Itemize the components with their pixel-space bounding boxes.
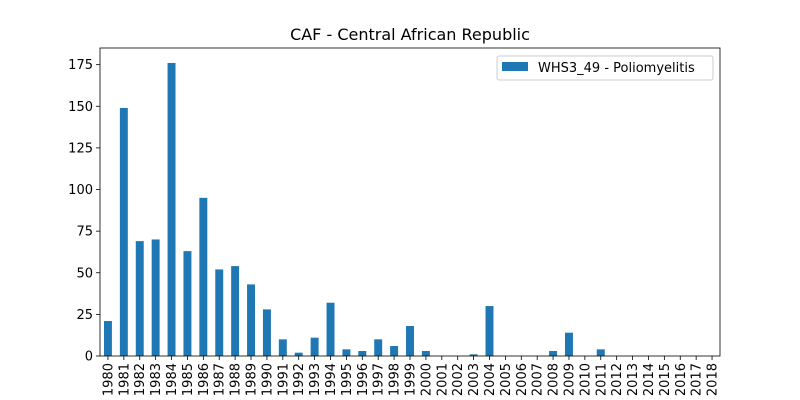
bar-1980 bbox=[103, 321, 112, 356]
x-tick-label: 2017 bbox=[690, 363, 705, 396]
y-tick-label: 175 bbox=[68, 58, 93, 73]
y-tick-label: 25 bbox=[76, 308, 93, 323]
x-tick-label: 2007 bbox=[531, 363, 546, 396]
x-tick-label: 1995 bbox=[340, 363, 355, 396]
x-tick-label: 1981 bbox=[117, 363, 132, 396]
x-tick-label: 1985 bbox=[181, 363, 196, 396]
x-tick-label: 2001 bbox=[435, 363, 450, 396]
x-tick-label: 1992 bbox=[292, 363, 307, 396]
x-tick-label: 2000 bbox=[419, 363, 434, 396]
x-tick-label: 2010 bbox=[578, 363, 593, 396]
x-tick-label: 1986 bbox=[197, 363, 212, 396]
legend: WHS3_49 - Poliomyelitis bbox=[496, 55, 714, 81]
x-tick-label: 2004 bbox=[483, 363, 498, 396]
legend-swatch bbox=[502, 62, 528, 71]
legend-box bbox=[496, 55, 714, 81]
x-tick-label: 1991 bbox=[276, 363, 291, 396]
x-tick-label: 2008 bbox=[547, 363, 562, 396]
x-tick-label: 2005 bbox=[499, 363, 514, 396]
x-tick-label: 2002 bbox=[451, 363, 466, 396]
x-tick-label: 2018 bbox=[706, 363, 721, 396]
x-tick-label: 1994 bbox=[324, 363, 339, 396]
y-tick-label: 150 bbox=[68, 100, 93, 115]
bar-1984 bbox=[167, 62, 176, 356]
bar-2011 bbox=[596, 349, 605, 356]
x-tick-label: 1989 bbox=[245, 363, 260, 396]
bar-2008 bbox=[549, 351, 558, 356]
bar-1990 bbox=[262, 309, 271, 356]
bars-group bbox=[103, 62, 605, 356]
x-tick-label: 1990 bbox=[260, 363, 275, 396]
bar-1991 bbox=[278, 339, 287, 356]
x-tick-label: 1997 bbox=[372, 363, 387, 396]
bar-1997 bbox=[374, 339, 383, 356]
bar-1996 bbox=[358, 351, 367, 356]
x-tick-label: 1998 bbox=[388, 363, 403, 396]
x-tick-label: 2016 bbox=[674, 363, 689, 396]
y-tick-label: 50 bbox=[76, 266, 93, 281]
x-tick-label: 1987 bbox=[213, 363, 228, 396]
bar-1988 bbox=[231, 266, 240, 356]
x-tick-label: 2009 bbox=[562, 363, 577, 396]
x-tick-label: 2012 bbox=[610, 363, 625, 396]
y-tick-label: 125 bbox=[68, 141, 93, 156]
bar-1985 bbox=[183, 251, 192, 356]
bar-1999 bbox=[406, 326, 414, 356]
bar-1986 bbox=[199, 197, 208, 356]
y-tick-label: 100 bbox=[68, 183, 93, 198]
x-tick-label: 2013 bbox=[626, 363, 641, 396]
y-axis: 0 25 50 75 100 125 150 175 bbox=[68, 58, 100, 365]
chart-title: CAF - Central African Republic bbox=[290, 25, 530, 44]
bar-2003 bbox=[469, 354, 478, 356]
bar-1989 bbox=[247, 284, 255, 356]
bar-1981 bbox=[119, 107, 128, 356]
x-tick-label: 2015 bbox=[658, 363, 673, 396]
x-tick-label: 1993 bbox=[308, 363, 323, 396]
bar-1982 bbox=[135, 241, 144, 356]
x-tick-label: 2011 bbox=[594, 363, 609, 396]
legend-label: WHS3_49 - Poliomyelitis bbox=[538, 61, 695, 76]
bar-2000 bbox=[421, 351, 430, 356]
x-tick-label: 1984 bbox=[165, 363, 180, 396]
bar-2004 bbox=[485, 306, 494, 356]
x-tick-label: 2003 bbox=[467, 363, 482, 396]
bar-1998 bbox=[390, 346, 399, 356]
bar-1994 bbox=[326, 302, 335, 356]
bar-1983 bbox=[151, 239, 160, 356]
bar-1995 bbox=[342, 349, 351, 356]
bar-1993 bbox=[310, 337, 319, 356]
x-tick-label: 1996 bbox=[356, 363, 371, 396]
x-tick-label: 2006 bbox=[515, 363, 530, 396]
bar-2009 bbox=[565, 332, 573, 356]
x-tick-label: 1988 bbox=[229, 363, 244, 396]
x-tick-label: 2014 bbox=[642, 363, 657, 396]
bar-1992 bbox=[294, 352, 303, 356]
x-tick-label: 1982 bbox=[133, 363, 148, 396]
x-tick-label: 1980 bbox=[101, 363, 116, 396]
bar-1987 bbox=[215, 269, 224, 356]
y-tick-label: 0 bbox=[85, 350, 93, 365]
x-axis: 1980 1981 1982 1983 1984 1985 1986 1987 1988 1989… bbox=[101, 356, 721, 396]
x-tick-label: 1999 bbox=[404, 363, 419, 396]
x-tick-label: 1983 bbox=[149, 363, 164, 396]
plot-frame bbox=[99, 47, 721, 357]
y-tick-label: 75 bbox=[76, 225, 93, 240]
